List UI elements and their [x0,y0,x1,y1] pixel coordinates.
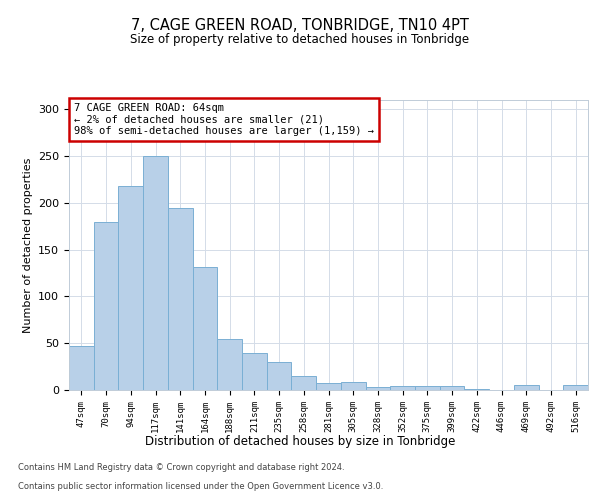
Text: Contains public sector information licensed under the Open Government Licence v3: Contains public sector information licen… [18,482,383,491]
Bar [94,222,118,390]
Text: Size of property relative to detached houses in Tonbridge: Size of property relative to detached ho… [130,32,470,46]
Bar [118,186,143,390]
Bar [217,338,242,390]
Bar [292,376,316,390]
Bar [267,362,292,390]
Bar [365,387,390,390]
Bar [69,346,94,390]
Bar [193,266,217,390]
Text: Distribution of detached houses by size in Tonbridge: Distribution of detached houses by size … [145,435,455,448]
Bar [563,386,588,390]
Text: Contains HM Land Registry data © Crown copyright and database right 2024.: Contains HM Land Registry data © Crown c… [18,464,344,472]
Bar [514,386,539,390]
Bar [390,386,415,390]
Bar [143,156,168,390]
Text: 7, CAGE GREEN ROAD, TONBRIDGE, TN10 4PT: 7, CAGE GREEN ROAD, TONBRIDGE, TN10 4PT [131,18,469,32]
Bar [440,386,464,390]
Bar [168,208,193,390]
Y-axis label: Number of detached properties: Number of detached properties [23,158,32,332]
Bar [242,352,267,390]
Bar [341,382,365,390]
Bar [316,384,341,390]
Text: 7 CAGE GREEN ROAD: 64sqm
← 2% of detached houses are smaller (21)
98% of semi-de: 7 CAGE GREEN ROAD: 64sqm ← 2% of detache… [74,103,374,136]
Bar [415,386,440,390]
Bar [464,389,489,390]
